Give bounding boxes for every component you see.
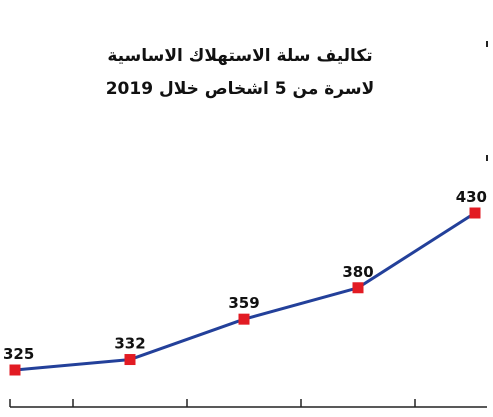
data-labels: 325 332 359 380 430 — [3, 188, 487, 363]
data-point-marker — [352, 282, 364, 294]
data-label: 325 — [3, 345, 34, 363]
data-point-marker — [238, 313, 250, 325]
chart-title-line-1: تكاليف سلة الاستهلاك الاساسية — [107, 46, 372, 66]
chart-title: تكاليف سلة الاستهلاك الاساسية لاسرة من 5… — [106, 46, 375, 99]
x-axis — [9, 399, 487, 408]
series-line — [14, 211, 476, 372]
data-point-marker — [124, 354, 136, 366]
data-label: 332 — [114, 335, 145, 353]
data-label: 359 — [228, 294, 259, 312]
series-line-path — [14, 211, 476, 372]
data-point-marker — [469, 207, 481, 219]
data-label: 380 — [342, 263, 373, 281]
data-point-marker — [9, 364, 21, 376]
data-points — [9, 207, 481, 376]
data-label: 430 — [456, 188, 487, 206]
chart-title-line-2: لاسرة من 5 اشخاص خلال 2019 — [106, 79, 375, 99]
